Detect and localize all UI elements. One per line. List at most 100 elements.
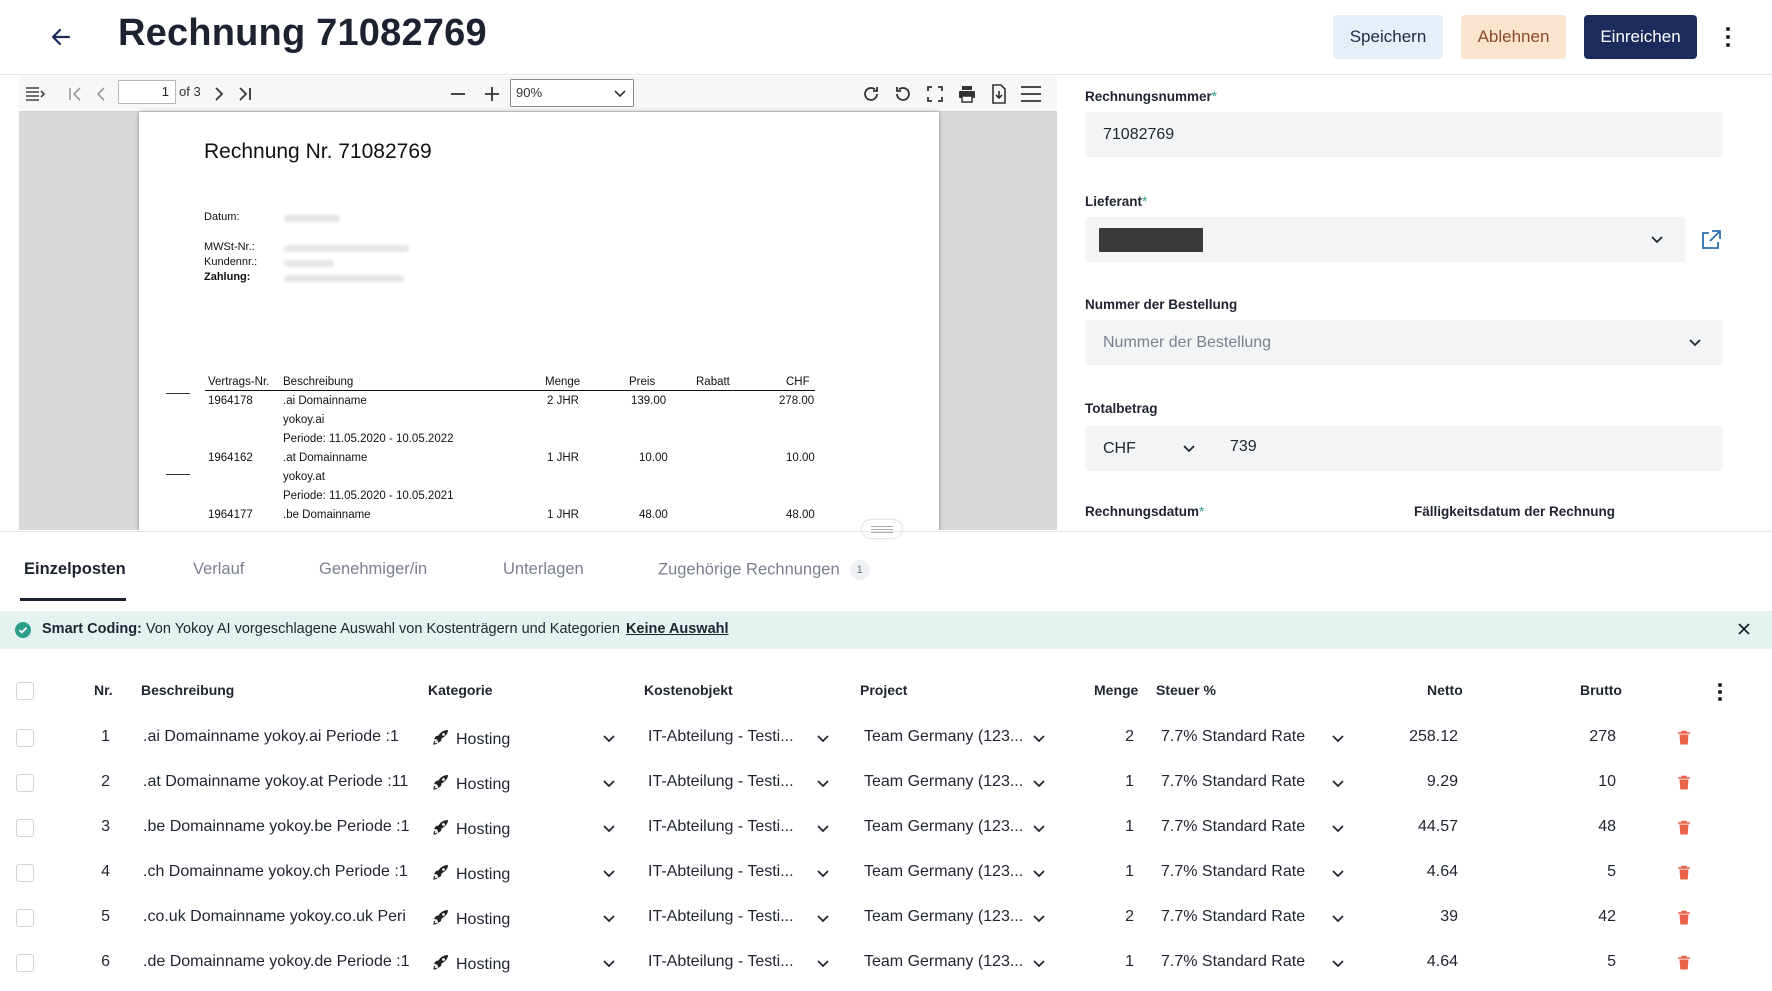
order-number-select[interactable]: Nummer der Bestellung	[1085, 320, 1723, 365]
trash-icon[interactable]	[1677, 730, 1691, 751]
next-page-icon[interactable]	[207, 82, 231, 106]
back-button[interactable]	[44, 20, 78, 54]
quantity-value[interactable]: 1	[1125, 863, 1134, 880]
last-page-icon[interactable]	[233, 82, 257, 106]
net-amount[interactable]: 39	[1440, 908, 1458, 925]
prev-page-icon[interactable]	[89, 82, 113, 106]
trash-icon[interactable]	[1677, 820, 1691, 841]
net-amount[interactable]: 9.29	[1426, 773, 1458, 790]
row-checkbox[interactable]	[16, 954, 34, 972]
rotate-cw-icon[interactable]	[859, 82, 883, 106]
row-description[interactable]: .be Domainname yokoy.be Periode :1	[143, 818, 410, 835]
currency-select[interactable]: CHF	[1103, 439, 1136, 457]
project-select[interactable]: Team Germany (123...	[864, 851, 1054, 896]
row-checkbox[interactable]	[16, 774, 34, 792]
fullscreen-icon[interactable]	[923, 82, 947, 106]
cost-object-select[interactable]: IT-Abteilung - Testi...	[648, 761, 838, 806]
tax-rate-select[interactable]: 7.7% Standard Rate	[1161, 941, 1351, 986]
reject-button[interactable]: Ablehnen	[1461, 15, 1566, 59]
project-select[interactable]: Team Germany (123...	[864, 806, 1054, 851]
submit-button[interactable]: Einreichen	[1584, 15, 1697, 59]
tax-rate-select[interactable]: 7.7% Standard Rate	[1161, 896, 1351, 941]
quantity-value[interactable]: 2	[1125, 908, 1134, 925]
tab-verlauf[interactable]: Verlauf	[193, 560, 245, 578]
cost-object-select[interactable]: IT-Abteilung - Testi...	[648, 806, 838, 851]
print-icon[interactable]	[955, 82, 979, 106]
rotate-ccw-icon[interactable]	[891, 82, 915, 106]
quantity-value[interactable]: 1	[1125, 773, 1134, 790]
close-icon[interactable]	[1737, 622, 1751, 636]
first-page-icon[interactable]	[63, 82, 87, 106]
external-link-icon[interactable]	[1698, 227, 1724, 253]
supplier-select[interactable]	[1085, 217, 1685, 262]
cost-object-select[interactable]: IT-Abteilung - Testi...	[648, 941, 838, 986]
category-select[interactable]: Hosting	[432, 716, 622, 761]
project-select[interactable]: Team Germany (123...	[864, 896, 1054, 941]
sidebar-toggle-icon[interactable]	[23, 82, 47, 106]
smart-coding-banner: Smart Coding: Von Yokoy AI vorgeschlagen…	[0, 611, 1772, 649]
gross-amount[interactable]: 5	[1607, 953, 1616, 970]
tab-genehmiger[interactable]: Genehmiger/in	[319, 560, 428, 578]
project-select[interactable]: Team Germany (123...	[864, 716, 1054, 761]
tab-unterlagen[interactable]: Unterlagen	[503, 560, 584, 578]
tab-einzelposten[interactable]: Einzelposten	[24, 560, 126, 578]
project-select[interactable]: Team Germany (123...	[864, 761, 1054, 806]
category-select[interactable]: Hosting	[432, 941, 622, 986]
zoom-in-icon[interactable]	[480, 82, 504, 106]
keine-auswahl-link[interactable]: Keine Auswahl	[625, 621, 729, 637]
menu-icon[interactable]	[1019, 82, 1043, 106]
cost-object-value: IT-Abteilung - Testi...	[648, 863, 794, 880]
save-button[interactable]: Speichern	[1333, 15, 1443, 59]
net-amount[interactable]: 44.57	[1417, 818, 1458, 835]
tax-rate-select[interactable]: 7.7% Standard Rate	[1161, 716, 1351, 761]
row-checkbox[interactable]	[16, 729, 34, 747]
row-checkbox[interactable]	[16, 819, 34, 837]
total-amount-input[interactable]: 739	[1230, 438, 1257, 455]
tax-rate-select[interactable]: 7.7% Standard Rate	[1161, 806, 1351, 851]
quantity-value[interactable]: 2	[1125, 728, 1134, 745]
cost-object-select[interactable]: IT-Abteilung - Testi...	[648, 896, 838, 941]
resize-handle[interactable]	[862, 520, 902, 538]
row-description[interactable]: .ai Domainname yokoy.ai Periode :1	[143, 728, 399, 745]
row-checkbox[interactable]	[16, 909, 34, 927]
quantity-value[interactable]: 1	[1125, 818, 1134, 835]
net-amount[interactable]: 4.64	[1426, 863, 1458, 880]
invoice-number-field[interactable]: 71082769	[1085, 112, 1723, 157]
category-select[interactable]: Hosting	[432, 851, 622, 896]
zoom-select[interactable]: 90%	[510, 79, 634, 107]
select-all-checkbox[interactable]	[16, 682, 34, 700]
trash-icon[interactable]	[1677, 910, 1691, 931]
row-description[interactable]: .co.uk Domainname yokoy.co.uk Peri	[143, 908, 406, 925]
net-amount[interactable]: 4.64	[1426, 953, 1458, 970]
tax-rate-select[interactable]: 7.7% Standard Rate	[1161, 851, 1351, 896]
zoom-out-icon[interactable]	[446, 82, 470, 106]
gross-amount[interactable]: 10	[1598, 773, 1616, 790]
category-select[interactable]: Hosting	[432, 896, 622, 941]
gross-amount[interactable]: 48	[1598, 818, 1616, 835]
download-icon[interactable]	[987, 82, 1011, 106]
row-description[interactable]: .ch Domainname yokoy.ch Periode :1	[143, 863, 408, 880]
more-vert-icon[interactable]	[1710, 680, 1730, 704]
category-select[interactable]: Hosting	[432, 806, 622, 851]
project-value: Team Germany (123...	[864, 728, 1024, 745]
gross-amount[interactable]: 42	[1598, 908, 1616, 925]
category-select[interactable]: Hosting	[432, 761, 622, 806]
quantity-value[interactable]: 1	[1125, 953, 1134, 970]
net-amount[interactable]: 258.12	[1409, 728, 1458, 745]
row-description[interactable]: .at Domainname yokoy.at Periode :11	[143, 773, 409, 790]
project-select[interactable]: Team Germany (123...	[864, 941, 1054, 986]
gross-amount[interactable]: 278	[1589, 728, 1616, 745]
page-number-input[interactable]: 1	[118, 80, 176, 104]
cost-object-select[interactable]: IT-Abteilung - Testi...	[648, 716, 838, 761]
tab-zugehoerige-rechnungen[interactable]: Zugehörige Rechnungen 1	[658, 560, 870, 580]
trash-icon[interactable]	[1677, 955, 1691, 976]
category-value: Hosting	[456, 731, 511, 748]
trash-icon[interactable]	[1677, 775, 1691, 796]
more-vert-icon[interactable]	[1716, 22, 1740, 52]
tax-rate-select[interactable]: 7.7% Standard Rate	[1161, 761, 1351, 806]
cost-object-select[interactable]: IT-Abteilung - Testi...	[648, 851, 838, 896]
trash-icon[interactable]	[1677, 865, 1691, 886]
row-description[interactable]: .de Domainname yokoy.de Periode :1	[143, 953, 410, 970]
gross-amount[interactable]: 5	[1607, 863, 1616, 880]
row-checkbox[interactable]	[16, 864, 34, 882]
